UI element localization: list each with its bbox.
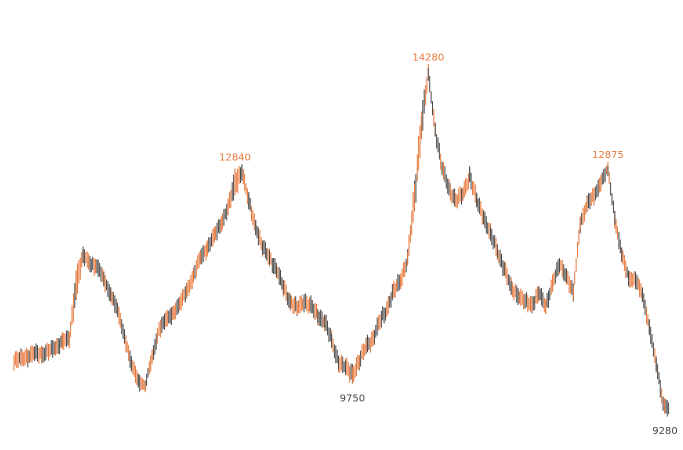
high-annotation: 12840 — [219, 153, 251, 164]
extreme-annotations: 12840 14280 12875 9750 9280 — [219, 52, 678, 437]
high-annotation: 14280 — [412, 52, 444, 63]
price-bars — [13, 64, 670, 417]
low-annotation: 9750 — [340, 393, 365, 404]
high-annotation: 12875 — [592, 150, 624, 161]
low-annotation: 9280 — [652, 426, 677, 437]
